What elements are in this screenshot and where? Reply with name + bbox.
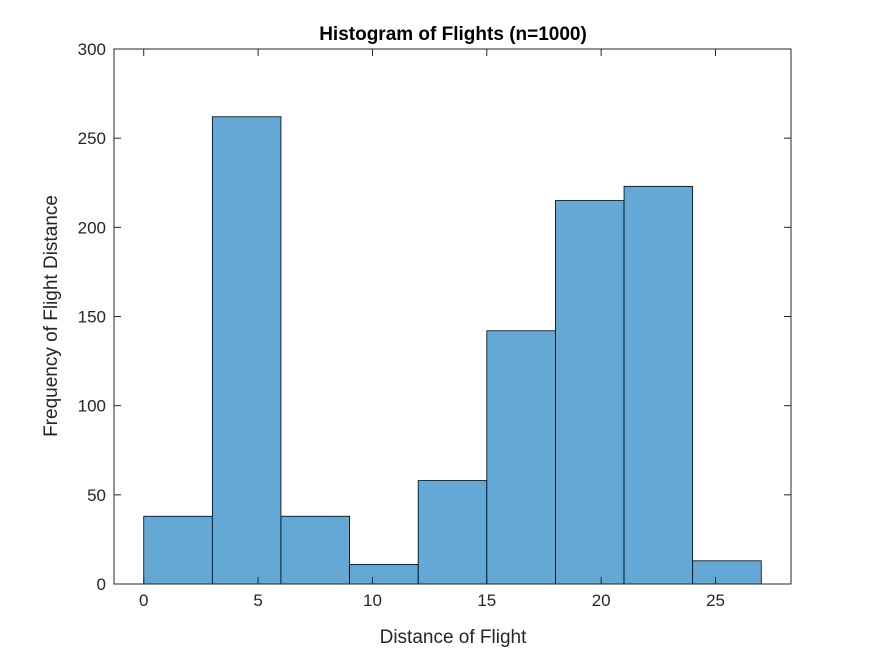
bars-group: [143, 116, 762, 585]
y-axis-label: Frequency of Flight Distance: [41, 195, 62, 437]
x-tick-label: 15: [477, 591, 496, 610]
histogram-bar: [349, 563, 419, 585]
axes-box: [113, 48, 792, 585]
y-tick-label: 250: [78, 129, 106, 148]
y-tick-label: 200: [78, 218, 106, 237]
x-tick-label: 0: [139, 591, 148, 610]
x-axis-label: Distance of Flight: [380, 627, 528, 648]
y-tick-label: 0: [97, 575, 106, 594]
x-tick-label: 5: [253, 591, 262, 610]
histogram-bar: [623, 185, 694, 585]
histogram-bar: [417, 480, 488, 585]
y-tick-label: 50: [87, 486, 106, 505]
histogram-bar: [211, 116, 282, 585]
chart-title: Histogram of Flights (n=1000): [319, 24, 587, 45]
histogram-bar: [692, 560, 762, 585]
histogram-bar: [486, 330, 556, 585]
y-tick-label: 150: [78, 308, 106, 327]
y-tick-label: 300: [78, 40, 106, 59]
histogram-bar: [280, 515, 350, 585]
y-tick-label: 100: [78, 397, 106, 416]
histogram-bar: [555, 200, 625, 585]
x-tick-label: 10: [363, 591, 382, 610]
x-tick-label: 20: [592, 591, 611, 610]
x-tick-label: 25: [706, 591, 725, 610]
histogram-bar: [143, 515, 213, 585]
